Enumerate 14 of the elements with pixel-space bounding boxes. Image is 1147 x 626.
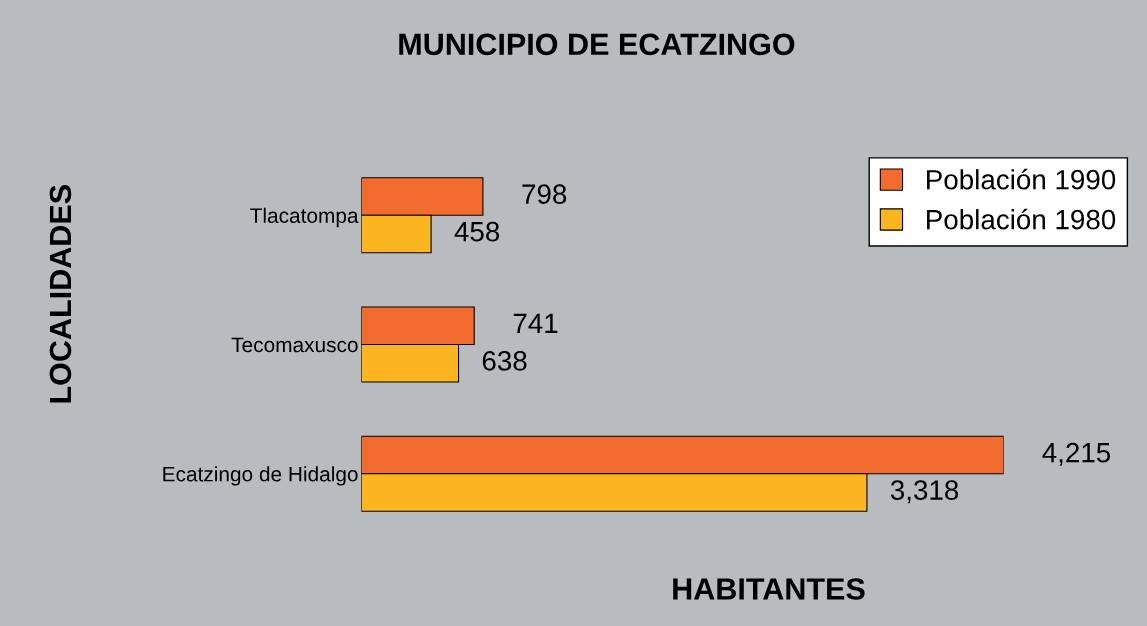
- legend-label: Población 1980: [927, 208, 1116, 230]
- y-tick-label: Tlacatompa: [250, 207, 359, 228]
- data-label: 3,318: [890, 480, 959, 504]
- x-axis-title: HABITANTES: [673, 578, 865, 600]
- data-label: 798: [522, 184, 567, 204]
- data-label: 458: [454, 221, 500, 242]
- y-axis-title: LOCALIDADES: [49, 185, 72, 403]
- y-tick-label: Tecomaxusco: [231, 337, 358, 353]
- y-tick-label: Ecatzingo de Hidalgo: [163, 466, 358, 486]
- data-label: 741: [513, 313, 558, 333]
- legend-label: Población 1990: [927, 168, 1116, 190]
- data-label: 638: [482, 351, 527, 371]
- data-label: 4,215: [1042, 442, 1111, 466]
- chart-title: MUNICIPIO DE ECATZINGO: [399, 33, 795, 56]
